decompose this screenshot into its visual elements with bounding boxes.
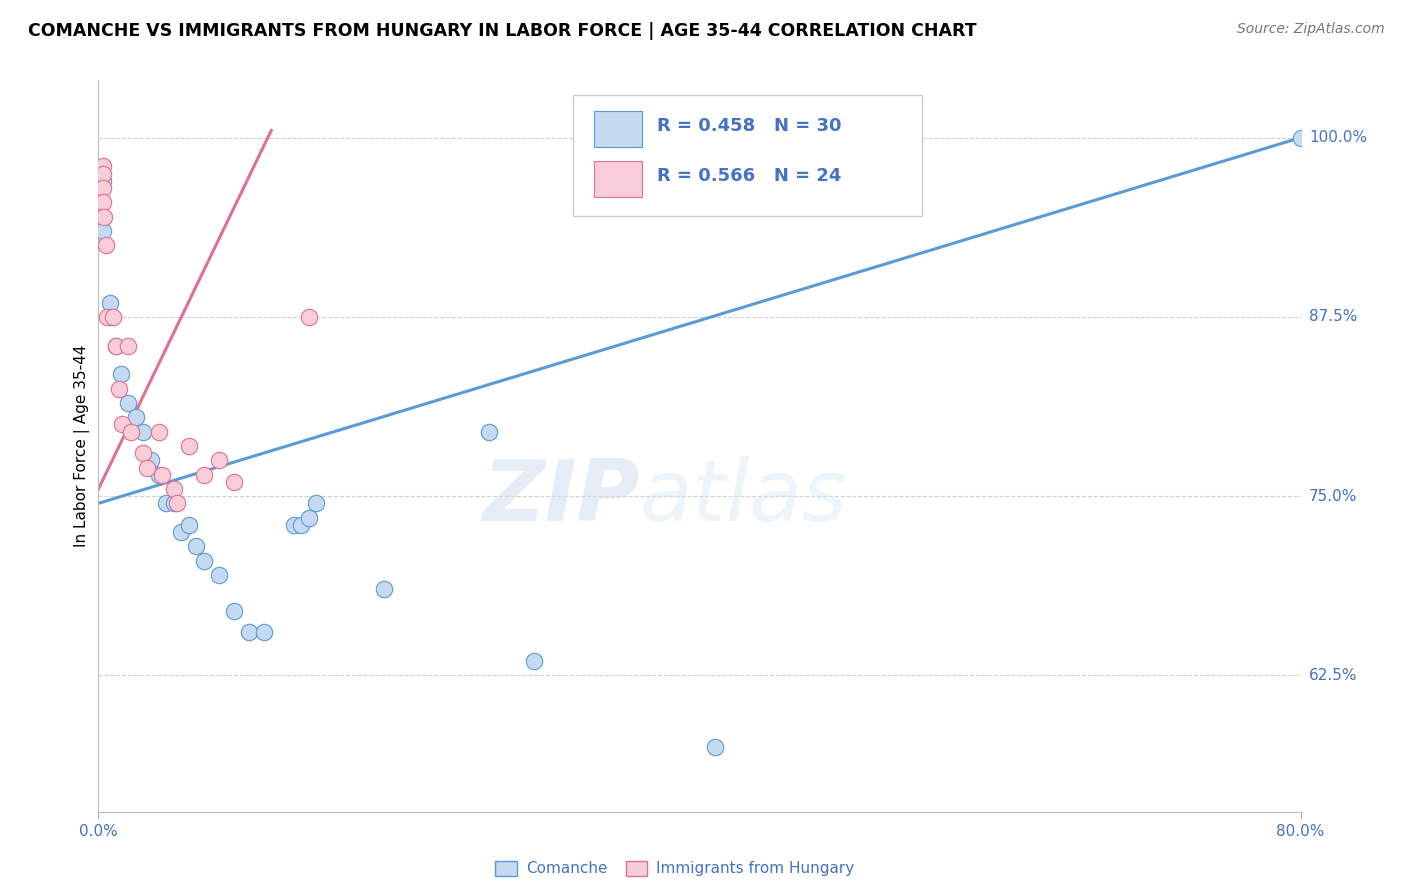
- Point: [162, 482, 184, 496]
- Point: [110, 368, 132, 382]
- Point: [170, 524, 193, 539]
- Point: [298, 510, 321, 524]
- Point: [253, 625, 276, 640]
- Point: [125, 410, 148, 425]
- Point: [105, 338, 128, 352]
- Text: 62.5%: 62.5%: [1309, 668, 1357, 683]
- Point: [139, 453, 162, 467]
- Text: 100.0%: 100.0%: [1309, 130, 1367, 145]
- Point: [148, 467, 170, 482]
- Point: [177, 517, 200, 532]
- Point: [373, 582, 395, 597]
- Point: [94, 238, 117, 252]
- Point: [108, 382, 131, 396]
- Point: [155, 496, 177, 510]
- Text: 87.5%: 87.5%: [1309, 310, 1357, 325]
- Point: [166, 496, 188, 510]
- Text: 75.0%: 75.0%: [1309, 489, 1357, 504]
- Text: R = 0.458   N = 30: R = 0.458 N = 30: [658, 117, 842, 136]
- Point: [1289, 130, 1312, 145]
- FancyBboxPatch shape: [574, 95, 922, 216]
- Point: [91, 224, 114, 238]
- Point: [135, 460, 157, 475]
- FancyBboxPatch shape: [593, 111, 641, 147]
- Point: [117, 396, 139, 410]
- Point: [121, 425, 143, 439]
- Point: [91, 174, 114, 188]
- Point: [298, 310, 321, 324]
- Point: [111, 417, 134, 432]
- Point: [283, 517, 305, 532]
- Point: [117, 338, 139, 352]
- Point: [91, 195, 114, 210]
- Text: COMANCHE VS IMMIGRANTS FROM HUNGARY IN LABOR FORCE | AGE 35-44 CORRELATION CHART: COMANCHE VS IMMIGRANTS FROM HUNGARY IN L…: [28, 22, 977, 40]
- Point: [208, 453, 231, 467]
- Point: [222, 604, 245, 618]
- Point: [100, 310, 122, 324]
- Point: [132, 425, 155, 439]
- Point: [208, 568, 231, 582]
- Point: [523, 654, 546, 668]
- Text: R = 0.566   N = 24: R = 0.566 N = 24: [658, 167, 842, 185]
- Text: Source: ZipAtlas.com: Source: ZipAtlas.com: [1237, 22, 1385, 37]
- Point: [148, 425, 170, 439]
- Point: [100, 295, 122, 310]
- Point: [93, 210, 115, 224]
- Point: [105, 338, 128, 352]
- Point: [478, 425, 501, 439]
- Point: [91, 167, 114, 181]
- Point: [290, 517, 312, 532]
- Y-axis label: In Labor Force | Age 35-44: In Labor Force | Age 35-44: [75, 345, 90, 547]
- Legend: Comanche, Immigrants from Hungary: Comanche, Immigrants from Hungary: [489, 855, 860, 882]
- Point: [91, 181, 114, 195]
- Point: [96, 310, 118, 324]
- Point: [703, 740, 725, 755]
- FancyBboxPatch shape: [593, 161, 641, 197]
- Point: [132, 446, 155, 460]
- Point: [238, 625, 260, 640]
- Text: atlas: atlas: [640, 456, 848, 539]
- Point: [177, 439, 200, 453]
- Point: [162, 496, 184, 510]
- Point: [305, 496, 328, 510]
- Point: [184, 540, 207, 554]
- Point: [91, 159, 114, 173]
- Point: [150, 467, 173, 482]
- Point: [103, 310, 125, 324]
- Point: [193, 554, 215, 568]
- Point: [193, 467, 215, 482]
- Text: ZIP: ZIP: [482, 456, 640, 539]
- Point: [222, 475, 245, 489]
